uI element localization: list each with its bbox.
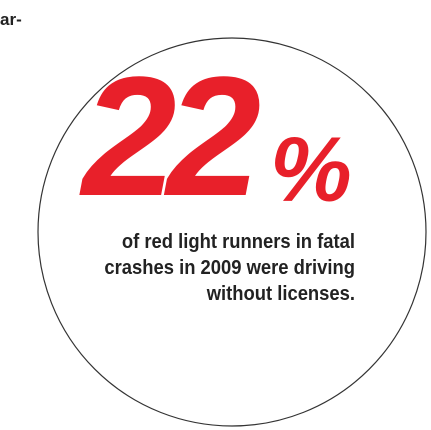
caption-line-2: crashes in 2009 were driving	[104, 257, 355, 279]
caption-line-1: of red light runners in fatal	[121, 231, 355, 253]
percent-sign: %	[270, 119, 352, 221]
caption-line-3: without licenses.	[206, 283, 355, 305]
statistic-number: 22	[82, 42, 261, 232]
statistic-caption: of red light runners in fatal crashes in…	[55, 229, 355, 307]
cut-off-text-fragment: ar-	[0, 10, 22, 29]
statistic: 22 %	[82, 52, 372, 222]
